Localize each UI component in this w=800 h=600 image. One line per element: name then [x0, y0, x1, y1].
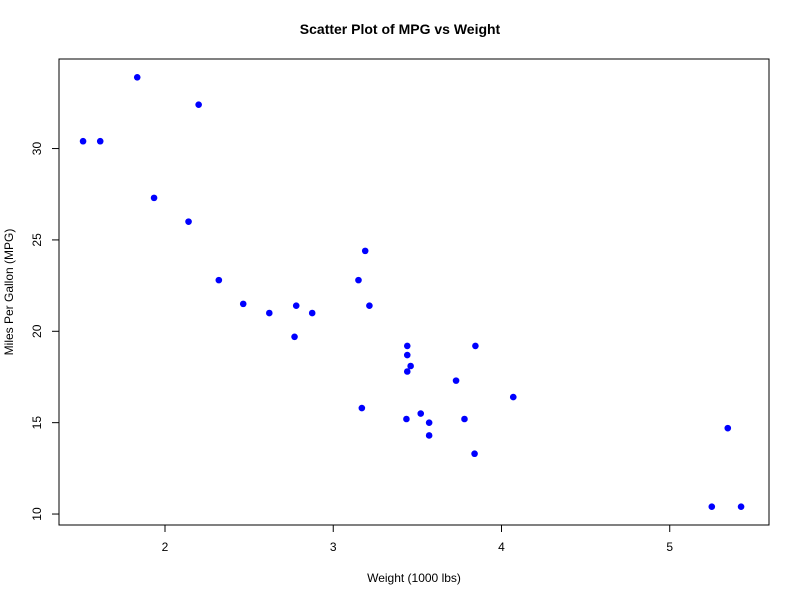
data-point: [358, 404, 366, 412]
data-point: [425, 432, 433, 439]
x-axis-title: Weight (1000 lbs): [367, 571, 461, 585]
data-point: [425, 419, 433, 426]
data-point: [361, 247, 369, 255]
data-point: [407, 362, 414, 370]
y-tick-label: 25: [30, 233, 44, 247]
y-tick-label: 15: [30, 416, 44, 430]
y-tick-label: 20: [30, 324, 44, 338]
data-point: [185, 218, 192, 225]
data-point: [737, 503, 745, 511]
x-tick-label: 5: [666, 540, 673, 554]
data-point: [150, 194, 158, 202]
data-point: [724, 424, 732, 432]
y-axis-title: Miles Per Gallon (MPG): [2, 229, 16, 356]
data-point: [708, 503, 716, 511]
data-point: [403, 351, 411, 359]
y-axis: 10 15 20 25 30: [30, 142, 60, 521]
data-point: [308, 309, 316, 317]
data-point: [471, 450, 478, 458]
data-point: [403, 368, 411, 375]
data-point: [403, 342, 411, 350]
data-point: [96, 137, 104, 145]
data-point: [403, 415, 410, 423]
data-point: [292, 302, 300, 310]
data-point: [266, 309, 273, 317]
data-point: [291, 333, 298, 341]
data-point: [79, 137, 87, 145]
y-tick-label: 10: [30, 507, 44, 521]
data-point: [133, 73, 141, 81]
data-point: [239, 300, 247, 308]
x-tick-label: 2: [162, 540, 169, 554]
data-point: [472, 342, 479, 350]
chart-title: Scatter Plot of MPG vs Weight: [299, 21, 501, 37]
data-point: [461, 415, 468, 423]
x-tick-label: 3: [330, 540, 337, 554]
x-axis: 2 3 4 5: [162, 524, 673, 554]
data-point: [509, 393, 517, 401]
x-tick-label: 4: [498, 540, 505, 554]
data-point: [355, 276, 362, 284]
data-point: [452, 377, 460, 384]
data-point: [195, 101, 202, 108]
data-point: [417, 410, 425, 417]
data-points: [79, 73, 745, 511]
data-point: [215, 276, 223, 284]
data-point: [366, 302, 373, 310]
plot-frame: [58, 58, 770, 526]
y-tick-label: 30: [30, 142, 44, 156]
